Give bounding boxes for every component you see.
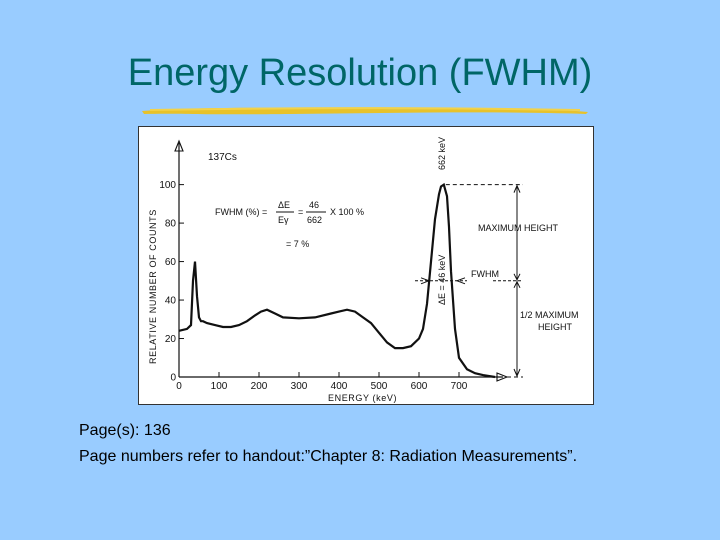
- fwhm-label: FWHM: [471, 269, 499, 279]
- y-tick-label: 20: [165, 334, 177, 345]
- x-tick-label: 0: [176, 381, 182, 392]
- x-axis-label: ENERGY (keV): [328, 393, 397, 403]
- max-height-label: MAXIMUM HEIGHT: [478, 223, 559, 233]
- y-axis-arrow: [174, 139, 184, 152]
- formula-numerator-1: ΔE: [278, 200, 290, 210]
- x-tick-label: 300: [291, 381, 308, 392]
- y-tick-label: 60: [165, 257, 177, 268]
- x-tick-label: 400: [331, 381, 348, 392]
- y-tick-label: 40: [165, 296, 177, 307]
- peak-energy-label: 662 keV: [437, 137, 447, 170]
- page-reference: Page(s): 136: [79, 422, 171, 439]
- formula-denominator-2: 662: [307, 215, 322, 225]
- x-tick-label: 200: [251, 381, 268, 392]
- handout-reference: Page numbers refer to handout:”Chapter 8…: [79, 448, 578, 465]
- source-label: 137Cs: [208, 152, 237, 163]
- y-tick-label: 0: [170, 373, 176, 384]
- formula-result: = 7 %: [286, 239, 309, 249]
- spectrum-line: [178, 182, 496, 379]
- half-max-label-line2: HEIGHT: [538, 322, 573, 332]
- y-tick-label: 80: [165, 219, 177, 230]
- formula-suffix: X 100 %: [330, 207, 364, 217]
- energy-spectrum-chart: 0 20 40 60 80 100 0 100 200 300 400 500 600 700 RELAT…: [148, 137, 579, 403]
- formula-numerator-2: 46: [309, 200, 319, 210]
- axes: [174, 139, 509, 382]
- formula-denominator-1: Eγ: [278, 215, 289, 225]
- formula-equals: =: [298, 207, 303, 217]
- x-tick-label: 500: [371, 381, 388, 392]
- x-axis-arrow: [496, 372, 509, 382]
- slide-title: Energy Resolution (FWHM): [127, 52, 593, 94]
- y-tick-label: 100: [159, 180, 176, 191]
- x-tick-label: 100: [211, 381, 228, 392]
- x-tick-label: 700: [451, 381, 468, 392]
- delta-e-label: ΔE = 46 keV: [437, 255, 447, 305]
- footer-text: Page(s): 136 Page numbers refer to hando…: [79, 418, 577, 470]
- formula-prefix: FWHM (%) =: [215, 207, 267, 217]
- x-tick-label: 600: [411, 381, 428, 392]
- spectrum-figure: 0 20 40 60 80 100 0 100 200 300 400 500 600 700 RELAT…: [138, 126, 594, 405]
- y-axis-label: RELATIVE NUMBER OF COUNTS: [148, 209, 158, 364]
- half-max-label-line1: 1/2 MAXIMUM: [520, 310, 579, 320]
- title-underline: [142, 107, 588, 115]
